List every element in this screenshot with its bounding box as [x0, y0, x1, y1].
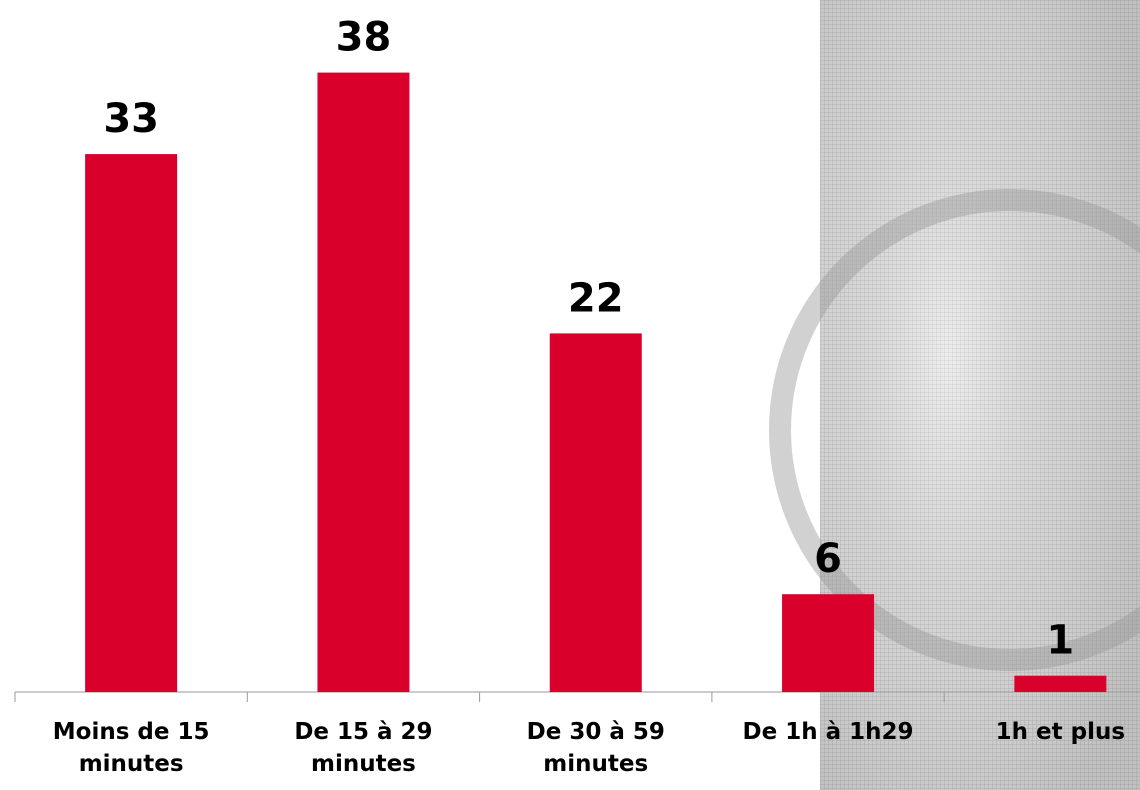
value-label: 22: [568, 275, 624, 321]
x-tick-label: Moins de 15 minutes: [52, 719, 210, 777]
bar: [782, 594, 875, 692]
x-tick-label: De 30 à 59 minutes: [526, 719, 665, 777]
value-label: 6: [814, 536, 842, 582]
x-tick-label: De 15 à 29 minutes: [294, 719, 433, 777]
x-tick-label: 1h et plus: [995, 719, 1126, 745]
bar: [1014, 675, 1107, 692]
value-label: 33: [103, 96, 159, 142]
value-label: 38: [336, 15, 392, 61]
bar: [549, 333, 642, 692]
bar: [317, 72, 410, 693]
bar: [85, 154, 178, 693]
x-tick-label: De 1h à 1h29: [742, 719, 914, 745]
value-label: 1: [1046, 618, 1074, 664]
